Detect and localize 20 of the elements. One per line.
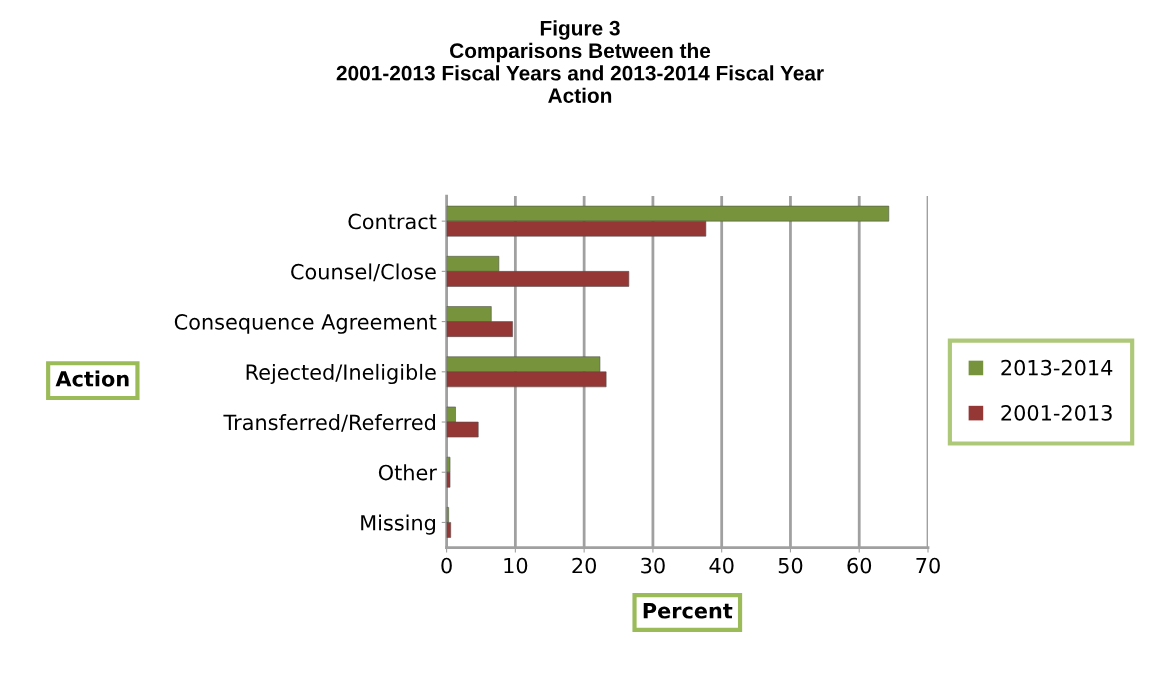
x-tick-label: 30 <box>641 557 665 574</box>
y-tick-label: Missing <box>361 514 435 535</box>
y-tick-label: Rejected/Ineligible <box>246 363 436 385</box>
legend-label: 2001-2013 <box>1001 404 1112 421</box>
x-tick-label: 60 <box>847 557 872 574</box>
y-tick-label: Other <box>378 464 437 481</box>
legend-label: 2013-2014 <box>1001 359 1113 376</box>
y-axis-title: Action <box>55 370 129 387</box>
x-tick-label: 40 <box>709 557 734 574</box>
x-tick-label: 70 <box>916 557 940 574</box>
x-tick-label: 10 <box>504 557 528 574</box>
y-tick-label: Transferred/Referred <box>223 414 435 432</box>
x-tick-label: 0 <box>441 557 452 574</box>
x-axis-title: Percent <box>643 603 733 619</box>
chart-title: Figure 3 Comparisons Between the 2001-2013 Fiscal Years and 2013-2014 Fiscal Year Action <box>336 20 824 103</box>
x-tick-label: 20 <box>572 557 597 574</box>
y-tick-label: Consequence Agreement <box>174 314 437 334</box>
x-tick-label: 50 <box>778 557 803 574</box>
y-tick-label: Counsel/Close <box>291 263 436 282</box>
y-tick-label: Contract <box>348 213 437 230</box>
